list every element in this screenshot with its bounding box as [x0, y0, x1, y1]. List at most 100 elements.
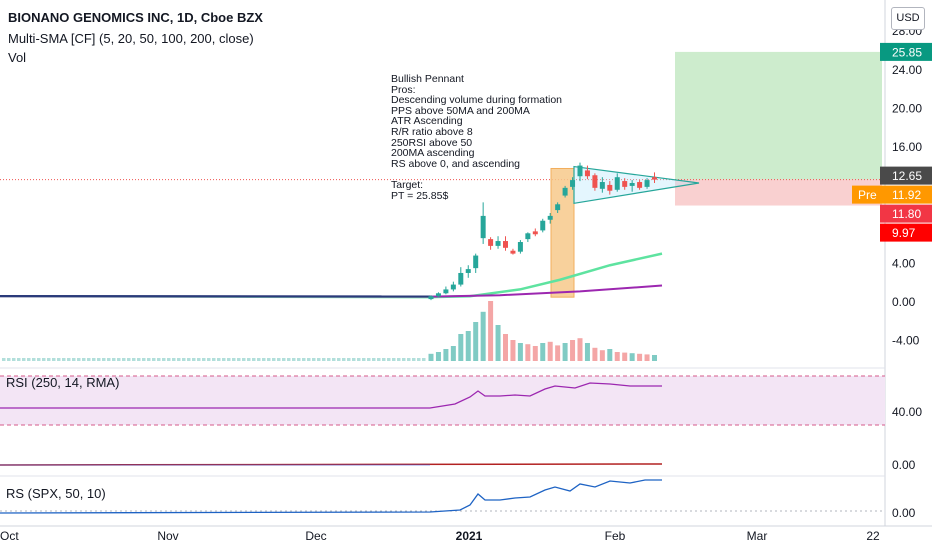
volume-bar — [132, 358, 136, 361]
volume-bar — [607, 349, 613, 361]
volume-bar — [555, 345, 561, 361]
price-badge-label: 9.97 — [892, 226, 916, 240]
volume-bar — [67, 358, 71, 361]
volume-bar — [322, 358, 326, 361]
volume-bar — [387, 358, 391, 361]
symbol-title[interactable]: BIONANO GENOMICS INC, 1D, Cboe BZX — [8, 10, 263, 25]
volume-bar — [397, 358, 401, 361]
volume-bar — [382, 358, 386, 361]
volume-indicator-label[interactable]: Vol — [8, 50, 27, 65]
volume-bar — [162, 358, 166, 361]
volume-bar — [197, 358, 201, 361]
price-badge-label: 11.80 — [892, 207, 921, 221]
price-tick-label: 0.00 — [892, 295, 916, 309]
volume-bar — [327, 358, 331, 361]
volume-bar — [2, 358, 6, 361]
volume-bar — [97, 358, 101, 361]
volume-bar — [367, 358, 371, 361]
volume-bar — [57, 358, 61, 361]
candle-body — [547, 215, 553, 220]
volume-bar — [127, 358, 131, 361]
price-badge — [880, 166, 932, 185]
volume-bar — [435, 352, 441, 361]
volume-bar — [182, 358, 186, 361]
sma-indicator-label[interactable]: Multi-SMA [CF] (5, 20, 50, 100, 200, clo… — [8, 31, 254, 46]
candle-body — [622, 181, 628, 187]
volume-bar — [622, 352, 628, 361]
volume-bar — [202, 358, 206, 361]
volume-bar — [443, 349, 449, 361]
volume-bar — [152, 358, 156, 361]
time-axis-label: Oct — [0, 529, 19, 543]
volume-bar — [72, 358, 76, 361]
pennant-annotation: Bullish Pennant Pros: Descending volume … — [391, 73, 563, 202]
volume-bar — [47, 358, 51, 361]
volume-bar — [412, 358, 416, 361]
volume-bar — [488, 301, 494, 361]
profit-zone — [675, 51, 882, 180]
candle-body — [465, 269, 471, 273]
volume-bar — [629, 353, 635, 361]
volume-bar — [87, 358, 91, 361]
volume-bar — [272, 358, 276, 361]
volume-bar — [337, 358, 341, 361]
rsi-indicator-label[interactable]: RSI (250, 14, RMA) — [6, 375, 120, 390]
candle-body — [592, 175, 598, 188]
candle-body — [517, 242, 523, 252]
volume-bar — [637, 353, 643, 361]
candle-body — [458, 272, 464, 285]
volume-bar — [192, 358, 196, 361]
candle-body — [614, 177, 620, 190]
volume-bar — [570, 340, 576, 361]
volume-bar — [117, 358, 121, 361]
price-tick-label: 16.00 — [892, 140, 922, 154]
volume-bar — [503, 334, 508, 361]
volume-bar — [102, 358, 106, 361]
volume-bar — [287, 358, 291, 361]
currency-button[interactable]: USD — [891, 7, 925, 30]
price-tick-label: 4.00 — [892, 256, 916, 270]
volume-bar — [142, 358, 146, 361]
volume-bar — [562, 343, 568, 361]
volume-bar — [32, 358, 36, 361]
volume-bar — [407, 358, 411, 361]
price-tick-label: 20.00 — [892, 102, 922, 116]
volume-bar — [332, 358, 336, 361]
volume-bar — [12, 358, 16, 361]
volume-bar — [644, 354, 650, 361]
loss-zone — [675, 179, 882, 206]
candle-body — [562, 187, 568, 196]
time-axis-label: 22 — [866, 529, 880, 543]
rs-tick-label: 0.00 — [892, 506, 916, 520]
volume-bar — [232, 358, 236, 361]
volume-bar — [495, 325, 501, 361]
volume-bar — [532, 346, 538, 361]
volume-bar — [525, 344, 531, 361]
candle-body — [644, 180, 650, 187]
rs-line — [0, 479, 662, 514]
volume-bar — [473, 322, 479, 361]
volume-bar — [347, 358, 351, 361]
volume-bar — [458, 334, 464, 361]
volume-bar — [27, 358, 31, 361]
volume-bar — [112, 358, 116, 361]
volume-bar — [257, 358, 261, 361]
volume-bar — [52, 358, 56, 361]
rs-indicator-label[interactable]: RS (SPX, 50, 10) — [6, 486, 106, 501]
volume-bar — [422, 358, 426, 361]
volume-bar — [450, 346, 456, 361]
volume-bar — [92, 358, 96, 361]
volume-bar — [307, 358, 311, 361]
candle-body — [495, 241, 501, 246]
price-badge — [880, 204, 932, 223]
volume-bar — [187, 358, 191, 361]
premarket-tag — [852, 185, 880, 204]
candle-body — [488, 239, 494, 246]
volume-bar — [372, 358, 376, 361]
volume-bar — [107, 358, 111, 361]
candle-body — [428, 296, 434, 300]
volume-bar — [262, 358, 266, 361]
volume-bar — [317, 358, 321, 361]
volume-bar — [517, 343, 523, 361]
